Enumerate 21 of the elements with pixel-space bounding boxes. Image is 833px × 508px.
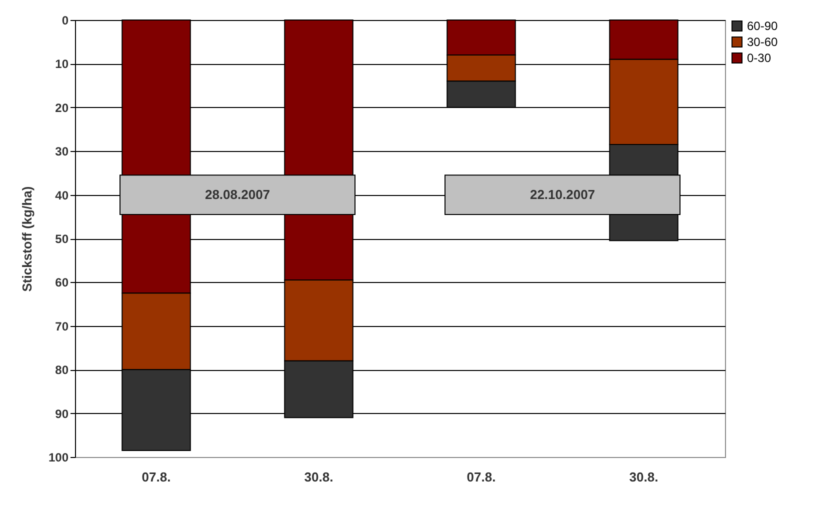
y-tick-label: 10: [55, 57, 69, 72]
legend-label: 0-30: [747, 51, 772, 65]
y-tick-label: 30: [55, 144, 69, 159]
y-tick-label: 100: [48, 450, 69, 464]
x-tick-label: 07.8.: [466, 470, 496, 484]
y-tick-label: 70: [55, 319, 69, 334]
y-axis-title: Stickstoff (kg/ha): [19, 186, 34, 292]
y-tick-label: 40: [55, 188, 69, 202]
y-tick-label: 50: [55, 232, 69, 246]
legend-label: 30-60: [747, 35, 778, 49]
y-tick-label: 0: [62, 14, 69, 28]
x-tick-label: 07.8.: [142, 470, 171, 484]
legend-label: 60-90: [747, 19, 778, 33]
x-tick-label: 30.8.: [304, 470, 334, 484]
y-tick-label: 20: [55, 100, 69, 115]
annotation: 28.08.2007: [204, 186, 270, 202]
y-tick-label: 60: [55, 276, 69, 290]
y-tick-label: 90: [55, 406, 69, 421]
x-tick-label: 30.8.: [629, 470, 658, 484]
annotation: 22.10.2007: [530, 186, 596, 202]
y-tick-label: 80: [55, 363, 69, 378]
